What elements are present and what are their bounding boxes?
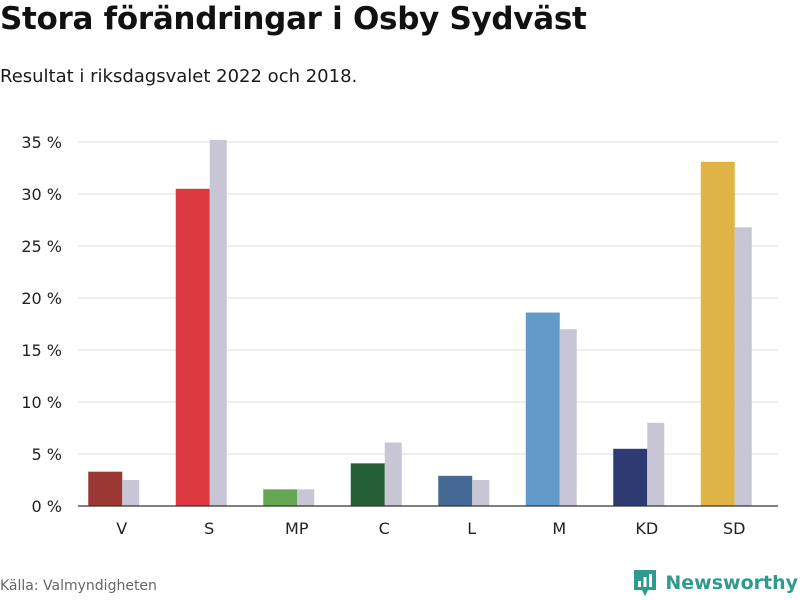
brand-name: Newsworthy (665, 572, 798, 594)
x-tick-label: V (116, 519, 127, 538)
bar-2018-m (559, 329, 577, 506)
y-tick-label: 25 % (21, 237, 62, 256)
y-tick-label: 0 % (32, 497, 62, 516)
brand-logo: Newsworthy (632, 568, 798, 598)
bar-2022-mp (263, 489, 298, 506)
y-tick-label: 5 % (32, 445, 62, 464)
chart-title: Stora förändringar i Osby Sydväst (0, 1, 587, 37)
bar-2022-kd (613, 448, 648, 506)
y-tick-label: 35 % (21, 133, 62, 152)
x-tick-label: SD (723, 519, 745, 538)
bar-2018-sd (734, 227, 752, 506)
y-tick-label: 10 % (21, 393, 62, 412)
x-tick-label: C (379, 519, 390, 538)
x-tick-label: M (552, 519, 566, 538)
bar-2022-m (525, 312, 560, 506)
bar-2022-s (175, 188, 210, 507)
bar-2018-c (384, 442, 402, 506)
bar-2018-mp (297, 489, 315, 506)
bar-2022-l (438, 475, 473, 506)
x-tick-label: S (204, 519, 214, 538)
chart-subtitle: Resultat i riksdagsvalet 2022 och 2018. (0, 66, 358, 87)
source-note: Källa: Valmyndigheten (0, 578, 157, 594)
bar-2018-v (122, 480, 140, 506)
y-tick-label: 30 % (21, 185, 62, 204)
x-tick-label: KD (635, 519, 658, 538)
y-tick-label: 20 % (21, 289, 62, 308)
bar-2018-s (209, 139, 227, 507)
bar-chart: 0 % 5 % 10 % 15 % 20 % 25 % 30 % 35 % V S MP C L M KD S… (21, 133, 778, 538)
x-tick-label: MP (285, 519, 309, 538)
bar-2018-l (472, 480, 490, 506)
bar-2018-kd (647, 422, 665, 506)
y-tick-label: 15 % (21, 341, 62, 360)
bar-2022-sd (700, 161, 735, 506)
newsworthy-logo-icon (634, 570, 657, 596)
x-tick-label: L (467, 519, 476, 538)
bar-2022-v (88, 471, 123, 506)
bar-2022-c (350, 463, 385, 506)
